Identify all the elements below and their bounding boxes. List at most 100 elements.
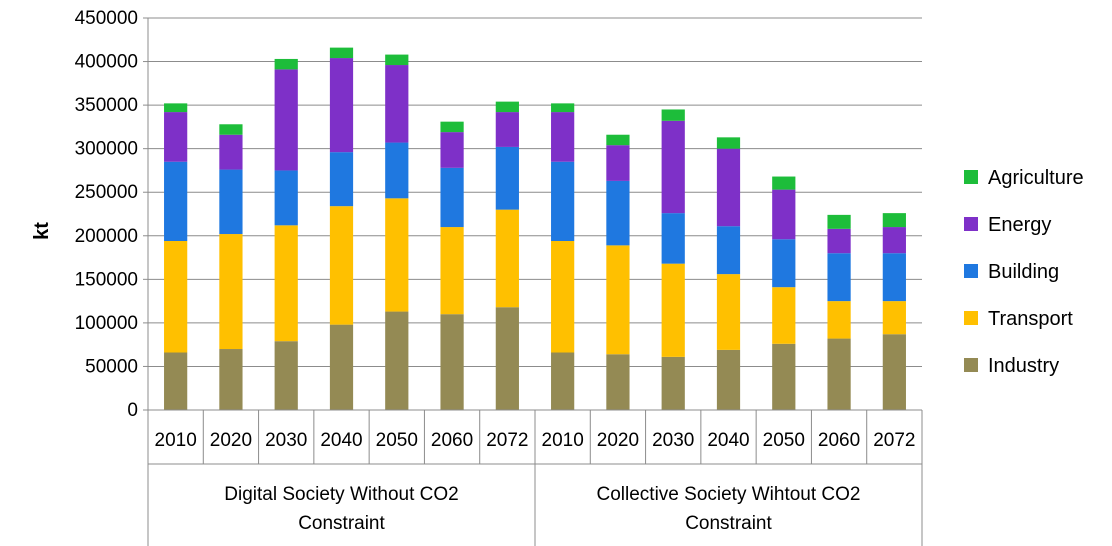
bar-segment-agriculture xyxy=(716,137,741,149)
bar-segment-industry xyxy=(716,349,741,410)
bar-segment-transport xyxy=(551,241,575,353)
group-label: Collective Society Wihtout CO2 Constraint xyxy=(597,484,861,534)
x-tick-label: 2060 xyxy=(431,430,473,451)
bar-segment-agriculture xyxy=(606,134,630,146)
bar-segment-transport xyxy=(274,225,298,342)
bar-segment-agriculture xyxy=(772,176,796,190)
x-tick-label: 2050 xyxy=(376,430,418,451)
bar-segment-industry xyxy=(661,356,685,410)
bar-segment-energy xyxy=(219,134,243,170)
bar-segment-agriculture xyxy=(164,103,188,113)
legend-label-industry: Industry xyxy=(988,355,1059,377)
bar-segment-industry xyxy=(551,352,575,410)
bar-segment-industry xyxy=(827,338,851,410)
bar-segment-agriculture xyxy=(385,54,409,66)
bar-segment-building xyxy=(274,170,298,226)
x-tick-label: 2060 xyxy=(818,430,860,451)
x-tick-label: 2050 xyxy=(763,430,805,451)
bar-segment-agriculture xyxy=(882,213,906,228)
bar-segment-transport xyxy=(661,263,685,357)
y-tick-label: 50000 xyxy=(85,356,138,377)
bar-segment-industry xyxy=(164,352,188,410)
x-tick-label: 2072 xyxy=(486,430,528,451)
bar-segment-energy xyxy=(882,227,906,254)
legend-swatch-energy xyxy=(964,217,978,231)
x-axis: 2010 2020 2030 2040 2050 2060 2072 2010 2020 2030… xyxy=(147,409,923,546)
bar-segment-agriculture xyxy=(827,214,851,229)
legend-label-transport: Transport xyxy=(988,308,1073,330)
bar-segment-building xyxy=(882,253,906,302)
bar-segment-transport xyxy=(772,287,796,344)
bar-segment-building xyxy=(219,169,243,235)
bar-segment-transport xyxy=(329,206,354,325)
bar-segment-industry xyxy=(385,311,409,410)
x-tick-label: 2040 xyxy=(320,430,362,451)
x-tick-label: 2030 xyxy=(652,430,694,451)
y-axis-label: kt xyxy=(31,222,53,240)
legend-swatch-agriculture xyxy=(964,170,978,184)
bar-segment-transport xyxy=(882,301,906,335)
bar-segment-energy xyxy=(772,189,796,240)
bar-segment-transport xyxy=(827,301,851,339)
bar-segment-energy xyxy=(827,228,851,254)
bar-segment-agriculture xyxy=(440,121,464,133)
bars xyxy=(164,47,906,410)
bar-segment-industry xyxy=(495,307,519,410)
bar-segment-building xyxy=(606,180,630,246)
y-tick-label: 300000 xyxy=(75,139,138,160)
bar-segment-energy xyxy=(440,132,464,168)
bar-segment-building xyxy=(495,146,519,210)
x-tick-label: 2020 xyxy=(210,430,252,451)
x-tick-label: 2010 xyxy=(155,430,197,451)
y-tick-label: 150000 xyxy=(75,269,138,290)
bar-segment-industry xyxy=(329,324,354,410)
legend-label-energy: Energy xyxy=(988,214,1051,236)
legend: Agriculture Energy Building Transport Indust… xyxy=(964,167,1084,377)
bar-segment-energy xyxy=(551,112,575,162)
y-tick-label: 400000 xyxy=(75,52,138,73)
bar-segment-building xyxy=(329,152,354,207)
bar-segment-building xyxy=(164,161,188,242)
bar-segment-energy xyxy=(385,65,409,143)
bar-segment-building xyxy=(385,142,409,199)
y-tick-label: 350000 xyxy=(75,95,138,116)
bar-segment-energy xyxy=(606,145,630,181)
bar-segment-building xyxy=(716,226,741,275)
bar-segment-agriculture xyxy=(219,124,243,135)
x-tick-label: 2020 xyxy=(597,430,639,451)
bar-segment-agriculture xyxy=(661,109,685,121)
legend-swatch-industry xyxy=(964,358,978,372)
gridlines xyxy=(148,17,922,367)
bar-segment-energy xyxy=(716,148,741,227)
bar-segment-industry xyxy=(440,314,464,410)
bar-segment-transport xyxy=(164,241,188,353)
bar-segment-transport xyxy=(716,274,741,350)
y-tick-label: 250000 xyxy=(75,182,138,203)
x-tick-label: 2040 xyxy=(707,430,749,451)
bar-segment-agriculture xyxy=(329,47,354,59)
bar-segment-transport xyxy=(606,245,630,355)
y-tick-label: 200000 xyxy=(75,226,138,247)
bar-segment-agriculture xyxy=(495,101,519,113)
bar-segment-industry xyxy=(606,354,630,410)
bar-segment-transport xyxy=(385,198,409,312)
bar-segment-building xyxy=(551,161,575,242)
bar-segment-agriculture xyxy=(551,103,575,113)
bar-segment-industry xyxy=(772,343,796,410)
bar-segment-energy xyxy=(164,112,188,162)
bar-segment-energy xyxy=(661,120,685,214)
bar-segment-industry xyxy=(882,334,906,410)
bar-segment-transport xyxy=(440,227,464,315)
bar-segment-transport xyxy=(219,234,243,350)
legend-swatch-building xyxy=(964,264,978,278)
bar-segment-industry xyxy=(274,341,298,410)
bar-segment-building xyxy=(661,213,685,264)
bar-segment-building xyxy=(772,239,796,288)
x-tick-label: 2030 xyxy=(265,430,307,451)
group-label: Digital Society Without CO2 Constraint xyxy=(224,484,458,534)
bar-segment-industry xyxy=(219,349,243,410)
y-tick-label: 0 xyxy=(127,400,138,421)
legend-swatch-transport xyxy=(964,311,978,325)
legend-label-building: Building xyxy=(988,261,1059,283)
